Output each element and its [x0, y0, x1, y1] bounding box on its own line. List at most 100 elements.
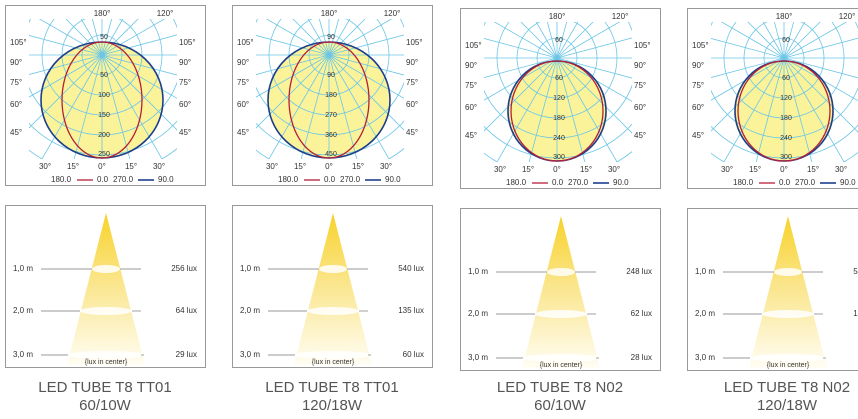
angle-label: 60° — [10, 100, 22, 109]
angle-label: 90° — [406, 58, 418, 67]
radial-label: 180 — [780, 115, 792, 122]
angle-label: 30° — [721, 165, 733, 174]
lux-label: 28 lux — [631, 353, 652, 362]
grid-ray — [41, 54, 103, 159]
grid-ray — [101, 54, 163, 159]
angle-label: 15° — [522, 165, 534, 174]
radial-label: 180 — [553, 115, 565, 122]
distance-label: 1,0 m — [240, 264, 260, 273]
grid-ray — [29, 54, 103, 98]
distance-label: 2,0 m — [695, 309, 715, 318]
angle-label: 45° — [465, 131, 477, 140]
product-name: LED TUBE T8 N02 — [497, 379, 623, 396]
radial-label: 300 — [553, 154, 565, 161]
angle-label: 15° — [125, 162, 137, 171]
angle-label: 30° — [153, 162, 165, 171]
polar-grid — [711, 22, 858, 162]
grid-ray — [328, 54, 390, 159]
legend-label: 270.0 — [568, 178, 589, 187]
cone-note: {lux in center} — [85, 359, 128, 366]
grid-ray — [711, 57, 785, 101]
grid-ray — [256, 35, 330, 56]
light-cone — [294, 213, 372, 365]
angle-label: 30° — [835, 165, 847, 174]
product-power: 60/10W — [79, 397, 132, 414]
grid-ray — [556, 57, 586, 162]
radial-label: 450 — [325, 151, 337, 158]
light-spot — [307, 307, 359, 315]
grid-ray — [773, 22, 785, 59]
legend-label: 270.0 — [795, 178, 816, 187]
grid-ray — [91, 19, 103, 56]
grid-ray — [783, 22, 821, 59]
cone-diagram: 1,0 m 256 lux 2,0 m 64 lux 3,0 m 29 lux {lux i… — [5, 205, 206, 368]
radial-label: 120 — [780, 95, 792, 102]
legend-label: 0.0 — [779, 178, 791, 187]
grid-ray — [292, 19, 330, 56]
angle-label: 15° — [749, 165, 761, 174]
lux-label: 540 lux — [398, 264, 424, 273]
radial-label: 300 — [780, 154, 792, 161]
grid-ray — [73, 54, 103, 159]
angle-label: 180° — [549, 12, 566, 21]
cone-diagram: 1,0 m 248 lux 2,0 m 62 lux 3,0 m 28 lux {lux i… — [460, 208, 661, 371]
angle-label: 45° — [406, 128, 418, 137]
radial-label: 60 — [782, 75, 790, 82]
grid-ray — [268, 54, 330, 159]
lux-label: 135 lux — [398, 306, 424, 315]
angle-label: 105° — [406, 38, 423, 47]
grid-ray — [256, 54, 330, 75]
curve-0 — [510, 60, 604, 162]
angle-label: 60° — [237, 100, 249, 109]
grid-ray — [101, 19, 124, 56]
polar-diagram: 180°120°105°105°90°90°75°75°60°60°45°45°… — [687, 8, 858, 189]
product-power: 60/10W — [534, 397, 587, 414]
distance-label: 3,0 m — [13, 350, 33, 359]
angle-label: 120° — [612, 12, 629, 21]
light-spot — [295, 351, 371, 359]
angle-label: 90° — [179, 58, 191, 67]
radial-label: 90 — [327, 72, 335, 79]
angle-label: 15° — [294, 162, 306, 171]
distance-label: 2,0 m — [240, 306, 260, 315]
grid-ray — [556, 22, 594, 59]
grid-ray — [711, 57, 785, 132]
grid-ray — [328, 54, 404, 131]
angle-label: 75° — [465, 81, 477, 90]
grid-ray — [484, 57, 558, 132]
grid-ray — [783, 57, 858, 102]
grid-ray — [38, 19, 103, 56]
angle-label: 30° — [39, 162, 51, 171]
radial-label: 250 — [98, 151, 110, 158]
curve-0 — [61, 41, 143, 159]
angle-label: 75° — [692, 81, 704, 90]
angle-label: 90° — [465, 61, 477, 70]
light-cone — [522, 216, 600, 368]
grid-ray — [720, 22, 785, 59]
grid-ray — [496, 57, 558, 162]
lux-label: 62 lux — [631, 309, 652, 318]
radial-label: 60 — [782, 37, 790, 44]
polar-grid — [484, 22, 632, 162]
grid-ray — [723, 57, 785, 162]
angle-label: 105° — [179, 38, 196, 47]
legend-label: 180.0 — [733, 178, 754, 187]
grid-ray — [101, 19, 166, 56]
legend-label: 0.0 — [324, 175, 336, 184]
angle-label: 105° — [465, 41, 482, 50]
angle-label: 0° — [780, 165, 788, 174]
grid-ray — [328, 54, 358, 159]
grid-ray — [328, 19, 393, 56]
lux-label: 540 lux — [853, 267, 858, 276]
grid-ray — [256, 54, 330, 129]
angle-label: 30° — [266, 162, 278, 171]
angle-label: 90° — [634, 61, 646, 70]
grid-ray — [755, 57, 785, 162]
grid-ray — [101, 19, 139, 56]
angle-label: 0° — [98, 162, 106, 171]
angle-label: 90° — [692, 61, 704, 70]
angle-label: 30° — [494, 165, 506, 174]
